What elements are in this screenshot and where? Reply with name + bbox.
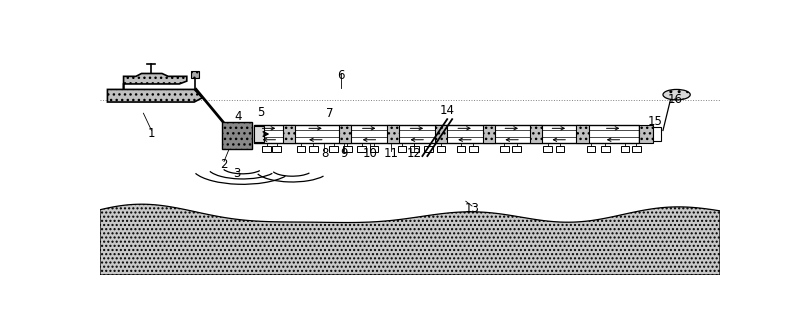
Bar (435, 125, 447, 143)
Bar (469, 146, 478, 152)
Bar (457, 146, 465, 152)
Bar (437, 146, 446, 152)
Bar (387, 125, 399, 143)
Bar (410, 146, 418, 152)
Bar (398, 146, 406, 152)
Bar (639, 125, 653, 143)
Polygon shape (107, 89, 202, 102)
Text: 12: 12 (406, 147, 422, 160)
Bar (358, 146, 366, 152)
Bar (191, 71, 199, 78)
Bar (424, 146, 433, 152)
Bar (283, 125, 295, 143)
Bar (621, 146, 630, 152)
Bar (530, 125, 542, 143)
Text: 15: 15 (647, 115, 662, 128)
Bar (297, 146, 306, 152)
Polygon shape (100, 204, 720, 275)
Bar (482, 125, 495, 143)
Bar (222, 122, 252, 149)
Text: 1: 1 (148, 127, 155, 140)
Bar (512, 146, 521, 152)
Polygon shape (123, 74, 187, 89)
Bar (330, 146, 338, 152)
Text: 3: 3 (233, 167, 240, 180)
Text: 2: 2 (220, 158, 228, 171)
Bar (500, 146, 509, 152)
Text: 11: 11 (384, 147, 399, 160)
Bar (576, 125, 589, 143)
Bar (586, 146, 595, 152)
Bar (556, 146, 564, 152)
Bar (254, 125, 264, 142)
Text: 9: 9 (340, 147, 347, 160)
Bar (272, 146, 281, 152)
Bar (653, 127, 661, 141)
Text: 14: 14 (440, 104, 454, 117)
Bar (343, 146, 352, 152)
Bar (543, 146, 552, 152)
Circle shape (663, 89, 690, 100)
Text: 7: 7 (326, 107, 333, 120)
Bar (370, 146, 378, 152)
Bar (309, 146, 318, 152)
Bar (262, 146, 271, 152)
Text: 10: 10 (362, 147, 377, 160)
Text: 4: 4 (234, 110, 242, 123)
Bar (632, 146, 641, 152)
Bar (601, 146, 610, 152)
Bar (338, 125, 351, 143)
Text: 13: 13 (465, 202, 479, 215)
Text: 6: 6 (337, 69, 344, 82)
Text: 16: 16 (668, 93, 683, 106)
Text: 5: 5 (258, 106, 265, 119)
Bar (254, 125, 639, 143)
Text: 8: 8 (321, 147, 328, 160)
